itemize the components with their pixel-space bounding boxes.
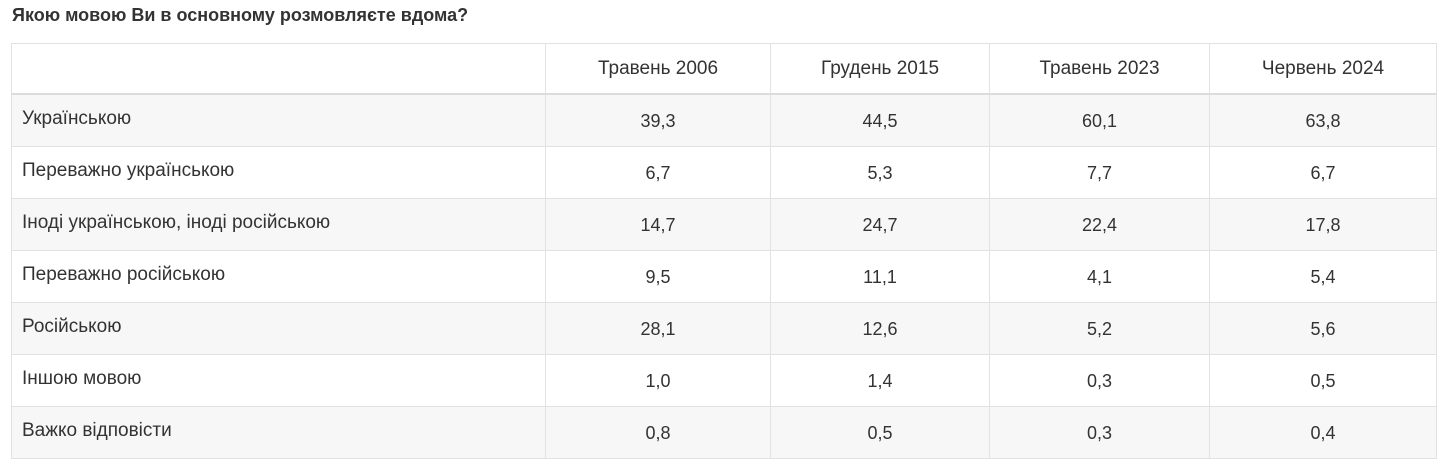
table-cell: 1,4 — [770, 354, 990, 407]
table-title: Якою мовою Ви в основному розмовляєте вд… — [12, 5, 469, 25]
row-label: Іноді українською, іноді російською — [11, 198, 546, 251]
table-cell: 6,7 — [545, 146, 771, 199]
row-label: Важко відповісти — [11, 406, 546, 459]
table-cell: 1,0 — [545, 354, 771, 407]
table-cell: 4,1 — [989, 250, 1210, 303]
table-cell: 11,1 — [770, 250, 990, 303]
table-cell: 5,2 — [989, 302, 1210, 355]
table-cell: 17,8 — [1209, 198, 1437, 251]
table-cell: 0,5 — [1209, 354, 1437, 407]
table-cell: 22,4 — [989, 198, 1210, 251]
table-row: Російською 28,1 12,6 5,2 5,6 — [11, 302, 1437, 355]
table-cell: 0,4 — [1209, 406, 1437, 459]
table-cell: 28,1 — [545, 302, 771, 355]
table-row: Важко відповісти 0,8 0,5 0,3 0,4 — [11, 406, 1437, 459]
table-cell: 6,7 — [1209, 146, 1437, 199]
table-cell: 9,5 — [545, 250, 771, 303]
table-row: Іноді українською, іноді російською 14,7… — [11, 198, 1437, 251]
column-header: Грудень 2015 — [770, 43, 990, 95]
table-cell: 0,5 — [770, 406, 990, 459]
header-corner-cell — [11, 43, 546, 95]
table-cell: 0,3 — [989, 406, 1210, 459]
table-cell: 5,6 — [1209, 302, 1437, 355]
table-cell: 24,7 — [770, 198, 990, 251]
table-cell: 0,3 — [989, 354, 1210, 407]
table-cell: 44,5 — [770, 93, 990, 147]
table-cell: 14,7 — [545, 198, 771, 251]
row-label: Іншою мовою — [11, 354, 546, 407]
table-cell: 7,7 — [989, 146, 1210, 199]
column-header: Травень 2006 — [545, 43, 771, 95]
table-cell: 60,1 — [989, 93, 1210, 147]
table-row: Іншою мовою 1,0 1,4 0,3 0,5 — [11, 354, 1437, 407]
table-cell: 12,6 — [770, 302, 990, 355]
column-header: Червень 2024 — [1209, 43, 1437, 95]
table-row: Переважно російською 9,5 11,1 4,1 5,4 — [11, 250, 1437, 303]
table-cell: 63,8 — [1209, 93, 1437, 147]
column-header: Травень 2023 — [989, 43, 1210, 95]
row-label: Переважно українською — [11, 146, 546, 199]
table-cell: 39,3 — [545, 93, 771, 147]
table-row: Українською 39,3 44,5 60,1 63,8 — [11, 93, 1437, 147]
row-label: Російською — [11, 302, 546, 355]
table-cell: 5,3 — [770, 146, 990, 199]
table-cell: 5,4 — [1209, 250, 1437, 303]
header-row: Травень 2006 Грудень 2015 Травень 2023 Ч… — [11, 43, 1437, 95]
table-cell: 0,8 — [545, 406, 771, 459]
table-row: Переважно українською 6,7 5,3 7,7 6,7 — [11, 146, 1437, 199]
row-label: Переважно російською — [11, 250, 546, 303]
survey-table: Травень 2006 Грудень 2015 Травень 2023 Ч… — [11, 43, 1437, 459]
row-label: Українською — [11, 93, 546, 147]
